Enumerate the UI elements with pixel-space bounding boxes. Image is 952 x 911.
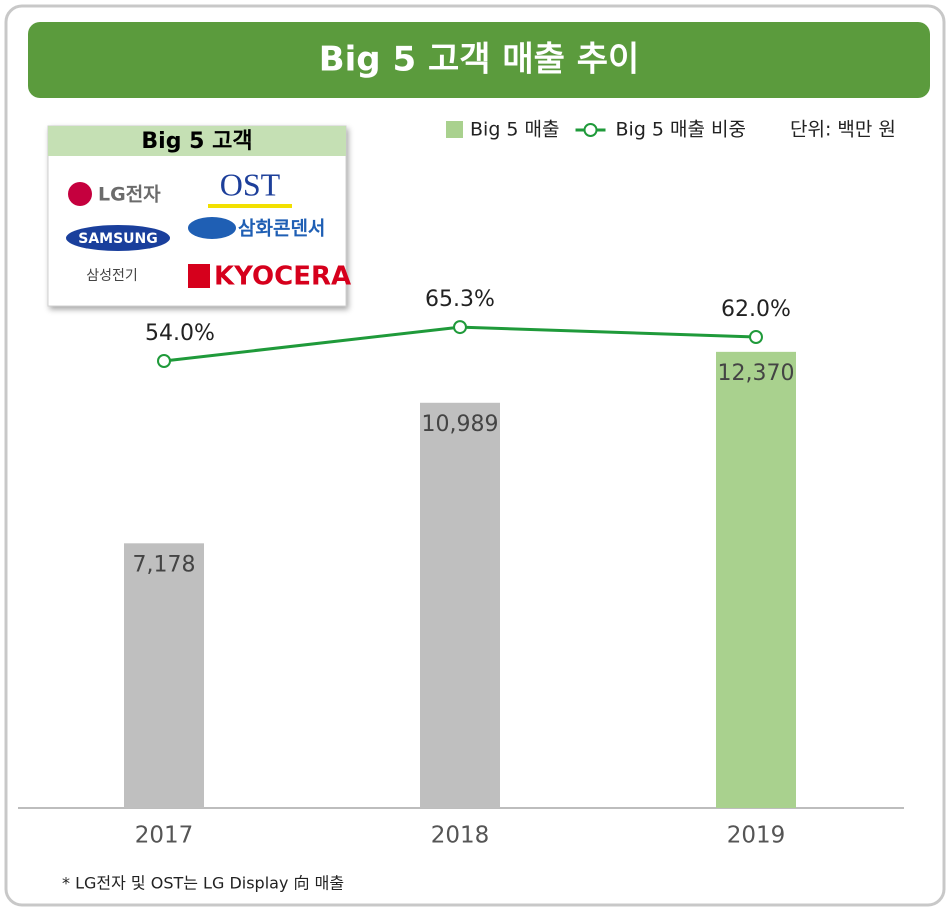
legend-marker <box>583 123 598 137</box>
bar <box>716 351 796 808</box>
logo-text: SAMSUNG <box>78 231 158 247</box>
line-point <box>157 354 171 368</box>
box-title: Big 5 고객 <box>141 129 252 154</box>
unit-note: 단위: 백만 원 <box>790 119 896 141</box>
bar <box>420 402 500 808</box>
title-banner <box>28 22 930 98</box>
bar-label: 12,370 <box>718 361 795 386</box>
bar-label: 10,989 <box>422 412 499 437</box>
logo-text: KYOCERA <box>214 262 351 292</box>
x-tick-label: 2018 <box>431 823 490 849</box>
x-tick-label: 2017 <box>135 823 194 849</box>
lg-logo <box>68 182 92 206</box>
line-point <box>453 320 467 335</box>
kyocera-logo <box>188 264 210 288</box>
samhwa-logo <box>188 217 236 239</box>
samsung-logo <box>66 225 170 251</box>
ost-underline <box>208 204 292 208</box>
box-header <box>48 126 346 156</box>
logo-text: 삼화콘덴서 <box>238 218 325 240</box>
logo-text: LG전자 <box>98 184 161 206</box>
logo-text: OST <box>220 166 281 202</box>
bar-label: 7,178 <box>133 552 196 577</box>
x-tick-label: 2019 <box>727 823 786 849</box>
footnote: * LG전자 및 OST는 LG Display 向 매출 <box>62 874 344 893</box>
legend-label: Big 5 매출 <box>470 119 560 141</box>
line-label: 54.0% <box>145 321 215 346</box>
bar <box>124 543 204 808</box>
logo-text: 삼성전기 <box>86 268 138 284</box>
chart-title: Big 5 고객 매출 추이 <box>319 40 640 80</box>
line-label: 62.0% <box>721 297 791 322</box>
customer-box: Big 5 고객 LG전자 OST SAMSUNG 삼화콘덴서 삼성전기 KYO… <box>47 125 351 307</box>
line-label: 65.3% <box>425 287 495 312</box>
line-point <box>749 330 763 344</box>
legend-label: Big 5 매출 비중 <box>616 119 747 141</box>
legend-swatch <box>446 121 463 138</box>
